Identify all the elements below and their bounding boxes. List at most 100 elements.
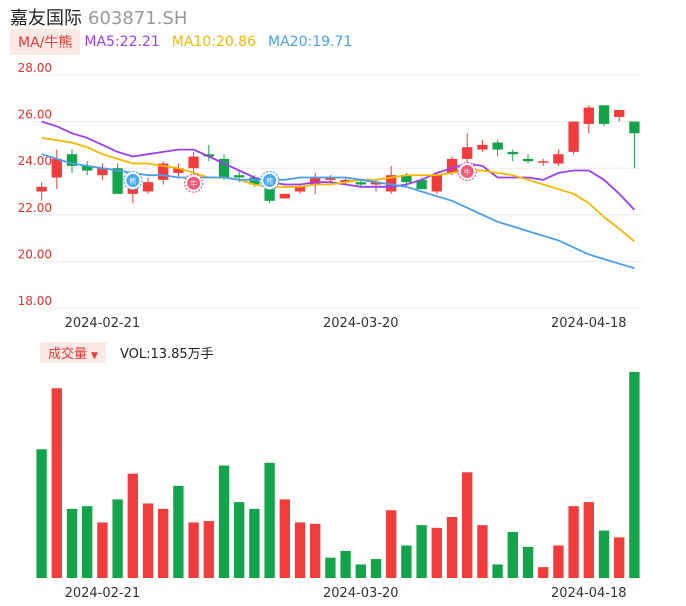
price-x-tick-label: 2024-02-21: [65, 316, 141, 331]
candle-body: [522, 158, 534, 162]
candle-body: [492, 142, 503, 150]
y-tick-label: 22.00: [18, 201, 52, 215]
marker-label: 熊: [266, 177, 273, 186]
ma-toggle-button[interactable]: MA/牛熊: [10, 29, 81, 55]
bear-marker: [126, 174, 140, 188]
candle-body: [416, 179, 427, 190]
volume-bar: [294, 522, 306, 578]
y-tick-label: 24.00: [18, 154, 52, 168]
candle-body: [310, 177, 321, 185]
ma10-line: [41, 137, 635, 243]
volume-bar: [370, 559, 382, 578]
volume-bar: [629, 372, 640, 578]
volume-bar: [522, 546, 534, 578]
stock-title: 嘉友国际 603871.SH: [10, 4, 187, 30]
candle-body: [583, 107, 594, 124]
volume-bar: [614, 537, 625, 578]
candle-body: [249, 177, 260, 185]
candle-body: [462, 147, 473, 159]
candle-body: [264, 186, 275, 201]
bull-marker: [187, 176, 201, 190]
volume-indicator-dropdown[interactable]: 成交量 ▼: [40, 341, 106, 363]
price-x-tick-label: 2024-04-18: [551, 316, 627, 331]
volume-bar: [234, 502, 245, 578]
marker-label: 牛: [464, 168, 471, 177]
volume-x-tick-label: 2024-02-21: [65, 586, 141, 601]
volume-bar: [188, 522, 199, 578]
volume-bar: [416, 525, 427, 578]
volume-bar: [66, 508, 78, 578]
volume-bar: [82, 506, 93, 578]
volume-bar: [340, 550, 351, 578]
candle-body: [173, 168, 184, 173]
price-x-tick-label: 2024-03-20: [323, 316, 399, 331]
volume-bar: [218, 465, 230, 578]
volume-bar: [112, 499, 123, 578]
ma5-legend: MA5:22.21: [84, 34, 160, 50]
stock-code: 603871.SH: [88, 8, 188, 29]
candle-body: [127, 186, 138, 194]
volume-bar: [355, 564, 366, 578]
volume-bar: [36, 449, 47, 578]
volume-bar: [553, 545, 564, 578]
volume-bar: [568, 506, 579, 578]
candle-body: [112, 168, 123, 194]
volume-x-tick-label: 2024-03-20: [323, 586, 399, 601]
ma10-legend: MA10:20.86: [171, 34, 257, 50]
volume-legend: 成交量 ▼ VOL:13.85万手: [40, 341, 214, 363]
candle-body: [51, 158, 62, 178]
candle-body: [142, 182, 154, 192]
candle-body: [66, 154, 78, 166]
candle-body: [325, 177, 336, 180]
candle-body: [629, 121, 640, 134]
ma20-line: [41, 153, 635, 270]
candle-body: [218, 158, 230, 178]
ma-legend: MA/牛熊 MA5:22.21 MA10:20.86 MA20:19.71: [10, 29, 364, 55]
candle-body: [340, 179, 351, 183]
volume-bar: [310, 523, 321, 578]
candle-body: [614, 109, 625, 117]
ma20-legend: MA20:19.71: [268, 34, 353, 50]
volume-bar: [203, 521, 214, 578]
candle-body: [188, 156, 199, 169]
candle-body: [538, 161, 549, 163]
volume-bar: [401, 545, 412, 578]
candle-body: [431, 175, 442, 192]
volume-bar: [249, 508, 260, 578]
volume-bar: [173, 485, 184, 578]
volume-bar: [446, 517, 458, 578]
candle-body: [568, 121, 579, 152]
volume-bar: [325, 557, 336, 578]
y-tick-label: 28.00: [18, 61, 52, 75]
candle-body: [234, 175, 245, 178]
volume-bar: [477, 525, 488, 578]
marker-label: 熊: [129, 177, 136, 186]
bull-marker: [460, 165, 474, 179]
y-tick-label: 18.00: [18, 294, 52, 308]
volume-bar: [97, 522, 108, 578]
candle-body: [553, 154, 564, 164]
volume-bar: [583, 502, 594, 578]
volume-bar: [127, 473, 138, 578]
candle-body: [279, 193, 290, 199]
volume-indicator-label: 成交量: [48, 346, 88, 362]
candle-body: [36, 186, 47, 192]
candle-body: [386, 175, 397, 192]
candle-body: [158, 163, 169, 180]
candle-body: [477, 144, 488, 150]
volume-bar: [51, 388, 62, 578]
volume-bar: [279, 499, 290, 578]
candle-body: [294, 186, 306, 192]
y-tick-label: 26.00: [18, 108, 52, 122]
marker-label: 牛: [190, 179, 197, 188]
volume-value-label: VOL:13.85万手: [119, 346, 214, 362]
candle-body: [507, 151, 518, 155]
volume-x-tick-label: 2024-04-18: [551, 586, 627, 601]
volume-bar: [386, 510, 397, 578]
bear-marker: [263, 174, 277, 188]
volume-bar: [507, 531, 518, 578]
volume-bar: [598, 530, 610, 578]
candle-body: [97, 168, 108, 176]
volume-bar: [538, 567, 549, 578]
